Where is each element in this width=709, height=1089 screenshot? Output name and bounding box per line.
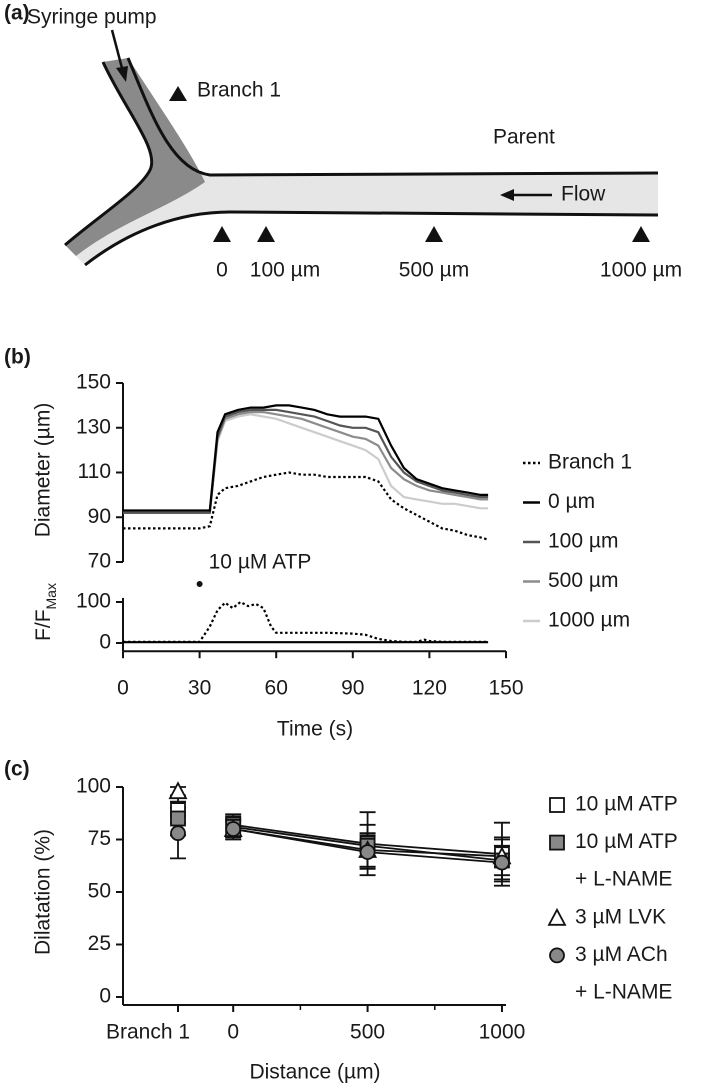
legend-label: 10 µM ATP (575, 793, 678, 816)
flow-arrowhead (500, 189, 514, 201)
data-line (123, 404, 489, 512)
x-tick-label: 30 (188, 677, 211, 700)
marker-triangle (425, 226, 443, 242)
x-tick-label: Branch 1 (106, 1021, 190, 1044)
legend-label: 100 µm (548, 530, 618, 553)
y-tick-label: 110 (78, 460, 111, 483)
x-tick-label: 150 (488, 677, 523, 700)
marker-triangle (632, 226, 650, 242)
y-axis-label: Dilatation (%) (32, 829, 55, 955)
legend-label: + L-NAME (575, 868, 672, 891)
y-tick-label: 100 (76, 590, 111, 613)
marker-circle (549, 947, 565, 964)
marker-triangle (257, 226, 275, 242)
legend-label: 0 µm (548, 490, 595, 513)
y-tick-label: 75 (88, 827, 111, 850)
label-flow: Flow (561, 183, 606, 206)
legend-label: 500 µm (548, 569, 618, 592)
y-tick-label: 150 (76, 371, 111, 394)
annotation-marker (196, 581, 203, 587)
x-tick-label: 60 (265, 677, 288, 700)
x-tick-label: 0 (117, 677, 129, 700)
x-tick-label: 500 (350, 1021, 385, 1044)
marker-triangle (547, 907, 567, 926)
position-label: 0 (216, 259, 228, 282)
legend-label: Branch 1 (548, 451, 632, 474)
legend-label: 1000 µm (548, 609, 630, 632)
marker-square (549, 797, 565, 813)
y-tick-label: 130 (76, 415, 111, 438)
position-label: 100 µm (250, 259, 320, 282)
position-label: 500 µm (399, 259, 469, 282)
panel-label: (c) (4, 758, 30, 781)
y-tick-label: 50 (88, 880, 111, 903)
y-tick-label: 25 (88, 932, 111, 955)
y-axis-label: Diameter (µm) (32, 403, 55, 538)
y-axis-label: F/FMax (32, 583, 59, 641)
y-tick-label: 90 (88, 505, 111, 528)
legend-label: 3 µM ACh (575, 943, 668, 966)
panel-label: (b) (4, 346, 31, 369)
legend-label: + L-NAME (575, 981, 672, 1004)
x-tick-label: 0 (227, 1021, 239, 1044)
x-tick-label: 90 (341, 677, 364, 700)
marker-triangle (169, 86, 187, 101)
y-tick-label: 0 (99, 631, 111, 654)
position-label: 1000 µm (600, 259, 682, 282)
x-axis-label: Time (s) (277, 718, 353, 741)
pump-arrowhead (116, 66, 128, 82)
marker-square (549, 834, 565, 851)
pump-arrow (110, 29, 125, 73)
data-line (123, 471, 489, 541)
x-axis-label: Distance (µm) (249, 1061, 380, 1084)
data-line (123, 408, 489, 514)
vessel-wall (126, 57, 659, 177)
legend-label: 10 µM ATP (575, 830, 678, 853)
data-line (123, 600, 489, 643)
marker-circle (359, 844, 376, 860)
y-tick-label: 100 (76, 775, 111, 798)
data-line (123, 413, 489, 514)
y-tick-label: 0 (99, 985, 111, 1008)
panel-label: (a) (4, 2, 30, 25)
marker-circle (225, 821, 242, 837)
data-line (123, 411, 489, 514)
x-tick-label: 1000 (479, 1021, 526, 1044)
vessel-diagram (64, 29, 659, 267)
y-axis-label-sub: Max (43, 583, 59, 609)
label-parent: Parent (493, 126, 555, 149)
annotation: 10 µM ATP (209, 551, 312, 574)
label-syringe: Syringe pump (27, 6, 157, 29)
legend-label: 3 µM LVK (575, 905, 666, 928)
y-axis-label-main: F/F (32, 609, 55, 641)
marker-triangle (213, 226, 231, 242)
marker-square (170, 810, 186, 827)
vessel-wall (84, 210, 659, 267)
x-tick-label: 120 (412, 677, 447, 700)
marker-circle (170, 825, 186, 842)
label-branch: Branch 1 (197, 79, 281, 102)
marker-circle (494, 854, 510, 871)
vessel-wall (64, 61, 154, 247)
marker-triangle (168, 781, 188, 800)
y-tick-label: 70 (88, 550, 111, 573)
